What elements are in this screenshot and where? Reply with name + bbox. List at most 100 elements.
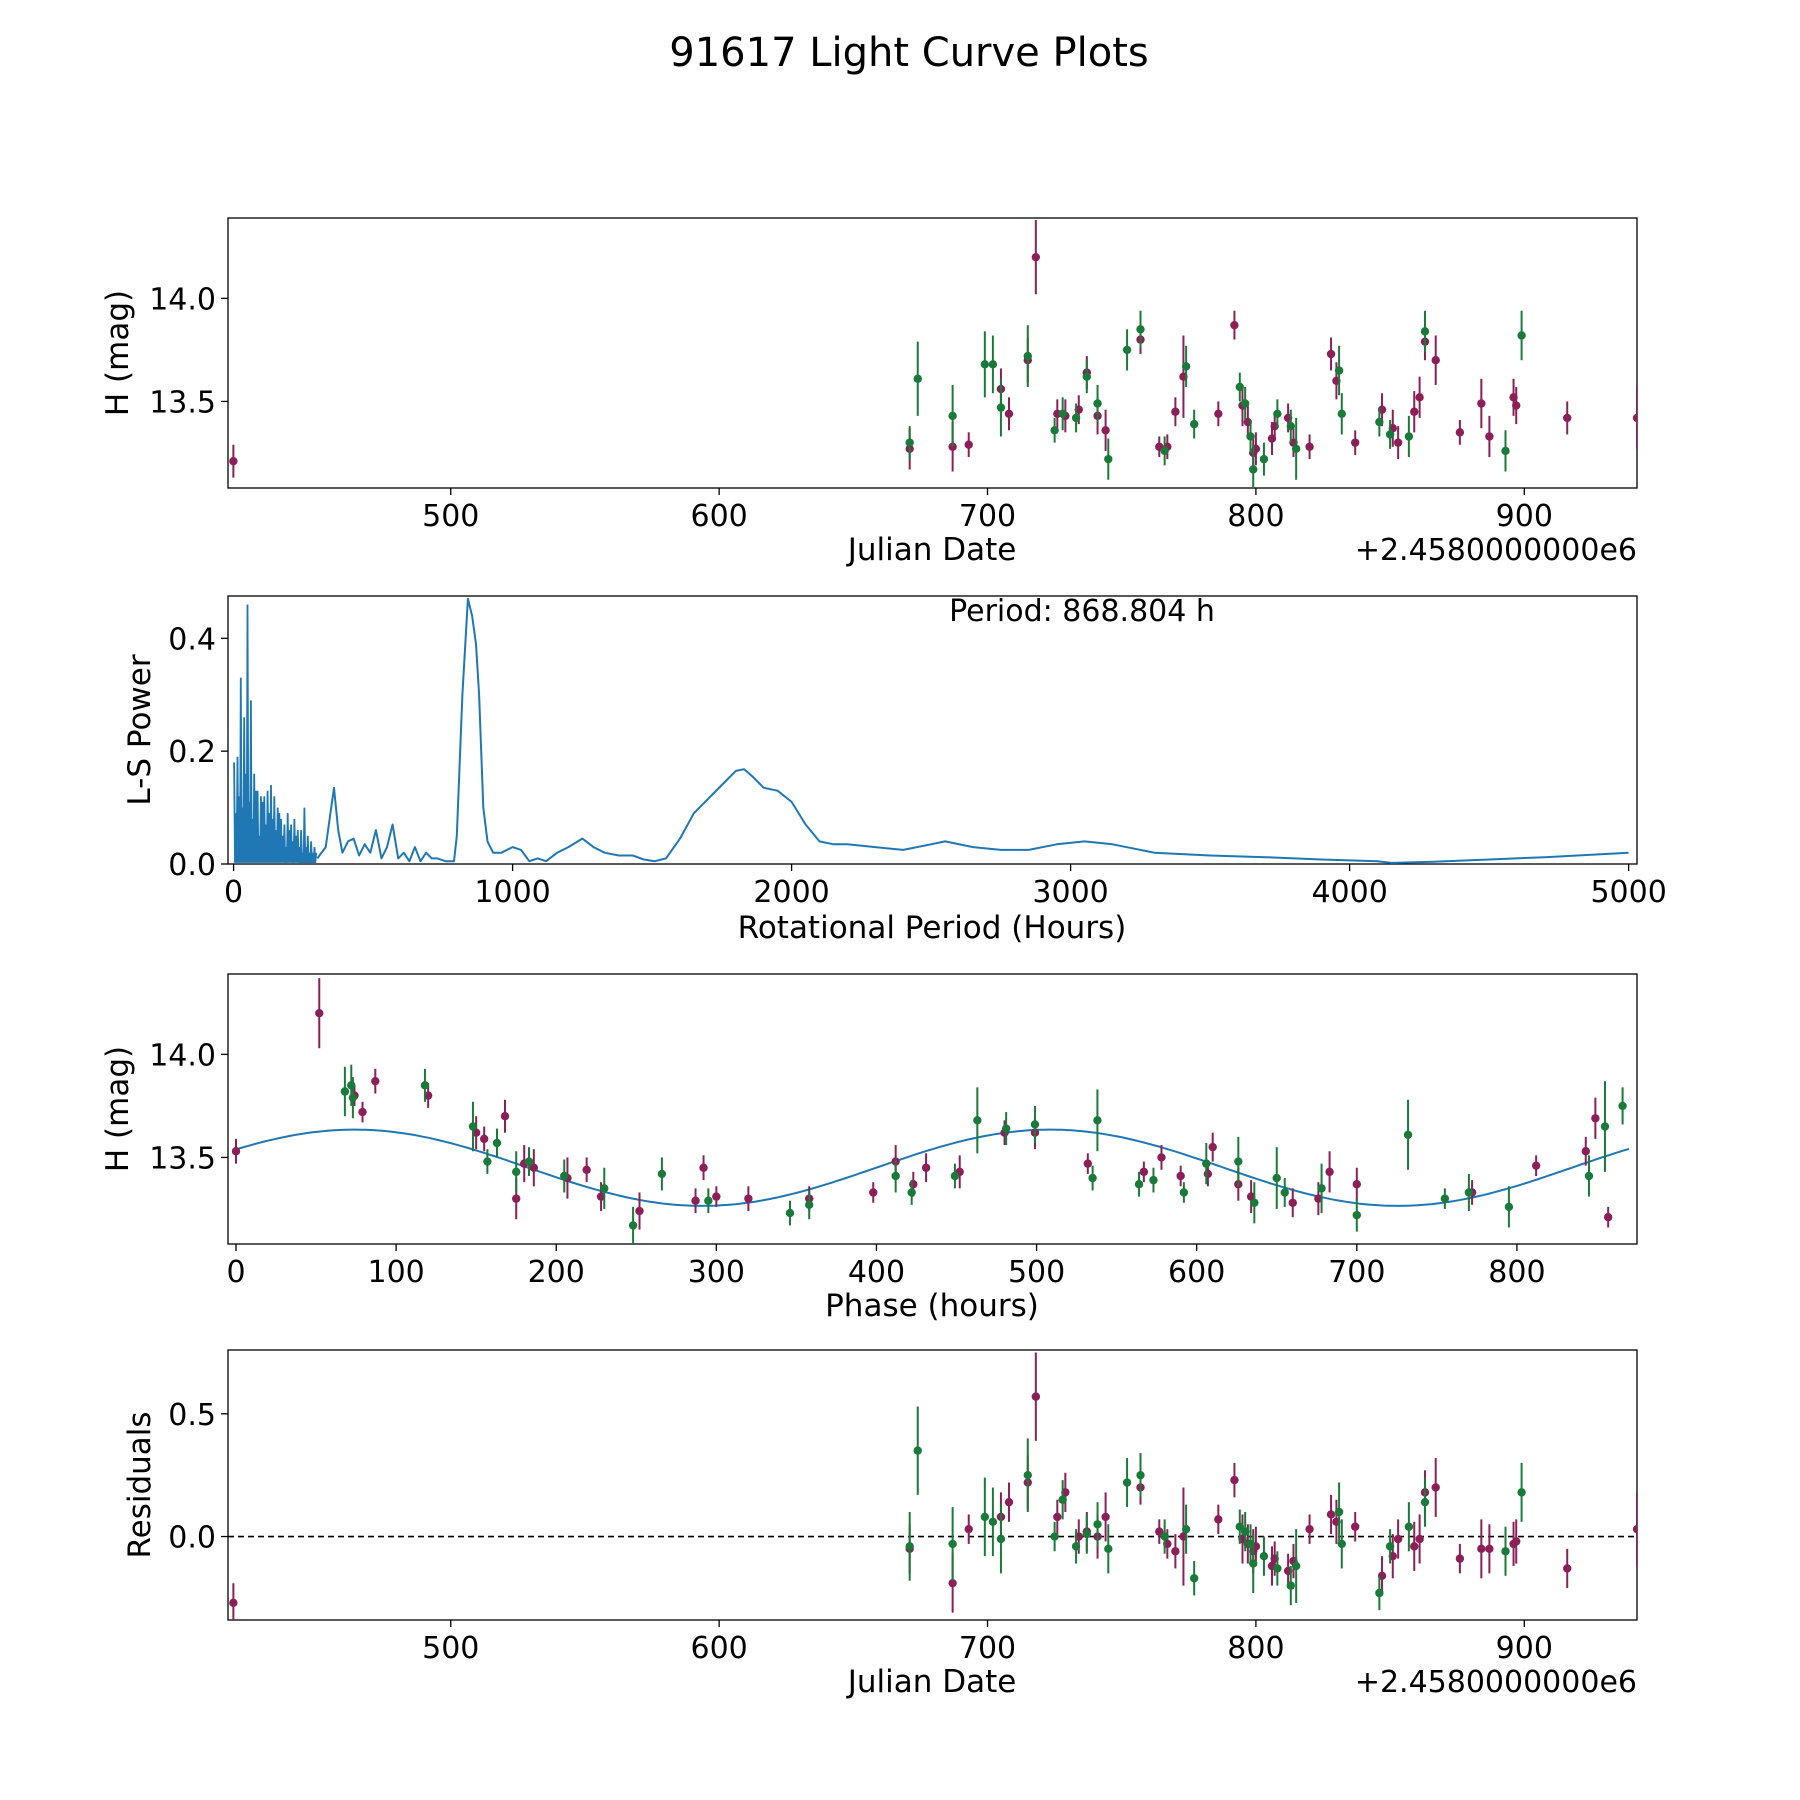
data-point-g [948, 1539, 957, 1549]
residuals-x-tick-label: 500 [422, 1631, 479, 1666]
data-point-g [973, 1116, 982, 1125]
data-point-g [1501, 1547, 1510, 1556]
phase-x-tick-label: 400 [848, 1255, 905, 1290]
data-point-g [348, 1093, 358, 1102]
data-point-r [964, 440, 973, 449]
phase-x-tick-label: 0 [226, 1255, 245, 1290]
phase-x-tick-label: 200 [528, 1255, 585, 1290]
data-point-r [1031, 252, 1041, 262]
data-point-g [1501, 446, 1510, 456]
data-point-g [1071, 1542, 1081, 1551]
data-point-g [1093, 1520, 1102, 1529]
data-point-r [1139, 1167, 1149, 1177]
data-point-g [1352, 1210, 1362, 1220]
phase-x-label: Phase (hours) [825, 1288, 1039, 1324]
data-point-r [229, 1598, 238, 1608]
residuals-x-tick-label: 800 [1227, 1631, 1284, 1666]
data-point-g [1088, 1173, 1097, 1183]
data-point-g [657, 1169, 667, 1179]
data-point-r [1352, 1180, 1362, 1189]
data-point-r [1415, 393, 1424, 402]
data-point-r [1351, 1522, 1360, 1531]
data-point-g [1058, 1495, 1067, 1504]
data-point-r [1393, 438, 1403, 447]
data-point-r [948, 1578, 957, 1588]
phase-y-label: H (mag) [100, 1046, 136, 1172]
periodogram-x-ticks: 0 1000 2000 3000 4000 5000 [224, 864, 1667, 910]
data-point-g [1122, 1478, 1132, 1487]
phase-x-tick-label: 100 [367, 1255, 424, 1290]
data-point-r [358, 1107, 367, 1117]
residuals-x-label: Julian Date [846, 1664, 1017, 1700]
phase-y-ticks: 13.5 14.0 [149, 1038, 228, 1176]
data-point-r [1591, 1114, 1600, 1123]
data-point-g [483, 1157, 492, 1166]
data-point-g [1240, 399, 1250, 408]
lightcurve-x-ticks: 500 600 700 800 900 [422, 488, 1553, 534]
lightcurve-plot-frame [227, 217, 1638, 489]
data-point-g [560, 1171, 569, 1181]
data-point-r [1531, 1161, 1541, 1170]
data-point-g [1058, 409, 1067, 419]
data-point-r [1415, 1534, 1424, 1544]
data-point-g [1375, 1588, 1384, 1598]
phase-x-ticks: 0 100 200 300 400 500 600 700 800 [226, 1244, 1546, 1290]
phase-y-tick-label: 14.0 [149, 1038, 216, 1073]
data-point-g [1286, 421, 1295, 431]
lightcurve-x-offset-text: +2.4580000000e6 [1355, 533, 1637, 568]
data-point-g [628, 1221, 638, 1230]
lightcurve-x-tick-label: 500 [422, 499, 479, 534]
data-point-r [529, 1163, 539, 1172]
data-point-r [1326, 1510, 1336, 1519]
data-point-g [950, 1171, 960, 1181]
data-point-r [1477, 399, 1486, 408]
data-point-g [1250, 1198, 1259, 1207]
data-point-g [1001, 1124, 1011, 1133]
lightcurve-x-label: Julian Date [846, 532, 1017, 568]
period-annotation: Period: 868.804 h [949, 594, 1215, 629]
data-point-g [512, 1167, 521, 1177]
periodogram-plot-area [233, 597, 1629, 864]
data-point-g [704, 1196, 713, 1205]
data-point-g [420, 1081, 430, 1090]
data-point-r [1393, 1534, 1403, 1544]
data-point-g [905, 438, 914, 447]
lightcurve-y-label: H (mag) [100, 290, 136, 416]
data-point-g [1420, 327, 1430, 336]
data-point-g [1280, 1188, 1289, 1197]
residuals-x-tick-label: 900 [1496, 1631, 1553, 1666]
data-point-r [1431, 1483, 1440, 1492]
residuals-y-label: Residuals [122, 1411, 158, 1558]
data-point-r [699, 1163, 708, 1172]
data-point-r [744, 1194, 753, 1203]
data-point-g [891, 1171, 900, 1181]
data-point-g [524, 1157, 534, 1166]
data-point-r [712, 1192, 721, 1201]
data-point-r [479, 1134, 489, 1144]
data-point-r [1083, 1159, 1093, 1168]
data-point-g [1334, 1507, 1344, 1517]
data-point-g [1082, 1529, 1092, 1539]
periodogram-x-label: Rotational Period (Hours) [738, 910, 1127, 946]
periodogram-plot-frame [227, 595, 1638, 865]
data-point-g [948, 411, 957, 421]
data-point-g [980, 360, 990, 369]
data-point-g [1122, 345, 1132, 355]
data-point-g [1234, 1157, 1243, 1166]
data-point-g [1403, 1130, 1413, 1139]
periodogram-x-tick-label: 3000 [1032, 875, 1108, 910]
lightcurve-y-tick-label: 14.0 [149, 282, 216, 317]
data-point-g [492, 1138, 502, 1148]
data-point-r [921, 1163, 931, 1172]
data-point-r [582, 1165, 591, 1175]
data-point-g [468, 1122, 478, 1131]
data-point-g [1584, 1171, 1594, 1181]
sinusoid-fit-curve [235, 1128, 1630, 1207]
data-point-r [635, 1206, 644, 1216]
data-point-r [1031, 1392, 1041, 1401]
phase-x-tick-label: 600 [1168, 1255, 1225, 1290]
data-point-g [1134, 1180, 1144, 1189]
data-point-g [1093, 1116, 1102, 1125]
residuals-x-tick-label: 600 [691, 1631, 748, 1666]
data-point-r [1171, 1547, 1180, 1556]
